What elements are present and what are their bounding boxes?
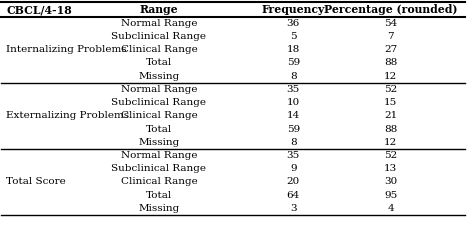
- Text: 88: 88: [384, 124, 397, 133]
- Text: 18: 18: [287, 45, 300, 54]
- Text: Missing: Missing: [138, 72, 180, 81]
- Text: 20: 20: [287, 178, 300, 187]
- Text: 12: 12: [384, 72, 397, 81]
- Text: Clinical Range: Clinical Range: [120, 45, 197, 54]
- Text: 54: 54: [384, 19, 397, 28]
- Text: 8: 8: [290, 138, 297, 147]
- Text: CBCL/4-18: CBCL/4-18: [6, 4, 72, 16]
- Text: Frequency: Frequency: [262, 4, 325, 16]
- Text: 64: 64: [287, 191, 300, 200]
- Text: 7: 7: [387, 32, 394, 41]
- Text: Total: Total: [146, 191, 172, 200]
- Text: 14: 14: [287, 111, 300, 120]
- Text: Missing: Missing: [138, 204, 180, 213]
- Text: 3: 3: [290, 204, 297, 213]
- Text: 88: 88: [384, 58, 397, 68]
- Text: Normal Range: Normal Range: [121, 19, 197, 28]
- Text: Internalizing Problems: Internalizing Problems: [6, 45, 127, 54]
- Text: Total: Total: [146, 124, 172, 133]
- Text: 5: 5: [290, 32, 297, 41]
- Text: 35: 35: [287, 151, 300, 160]
- Text: Subclinical Range: Subclinical Range: [111, 98, 206, 107]
- Text: 12: 12: [384, 138, 397, 147]
- Text: Subclinical Range: Subclinical Range: [111, 164, 206, 173]
- Text: 10: 10: [287, 98, 300, 107]
- Text: Total Score: Total Score: [6, 178, 66, 187]
- Text: 59: 59: [287, 124, 300, 133]
- Text: Externalizing Problems: Externalizing Problems: [6, 111, 129, 120]
- Text: Total: Total: [146, 58, 172, 68]
- Text: Missing: Missing: [138, 138, 180, 147]
- Text: 8: 8: [290, 72, 297, 81]
- Text: Percentage (rounded): Percentage (rounded): [324, 4, 457, 16]
- Text: 36: 36: [287, 19, 300, 28]
- Text: Normal Range: Normal Range: [121, 85, 197, 94]
- Text: 21: 21: [384, 111, 397, 120]
- Text: 59: 59: [287, 58, 300, 68]
- Text: Normal Range: Normal Range: [121, 151, 197, 160]
- Text: Clinical Range: Clinical Range: [120, 178, 197, 187]
- Text: 9: 9: [290, 164, 297, 173]
- Text: Range: Range: [139, 4, 178, 16]
- Text: 35: 35: [287, 85, 300, 94]
- Text: 52: 52: [384, 85, 397, 94]
- Text: Clinical Range: Clinical Range: [120, 111, 197, 120]
- Text: 30: 30: [384, 178, 397, 187]
- Text: 27: 27: [384, 45, 397, 54]
- Text: 52: 52: [384, 151, 397, 160]
- Text: 4: 4: [387, 204, 394, 213]
- Text: 95: 95: [384, 191, 397, 200]
- Text: Subclinical Range: Subclinical Range: [111, 32, 206, 41]
- Text: 15: 15: [384, 98, 397, 107]
- Text: 13: 13: [384, 164, 397, 173]
